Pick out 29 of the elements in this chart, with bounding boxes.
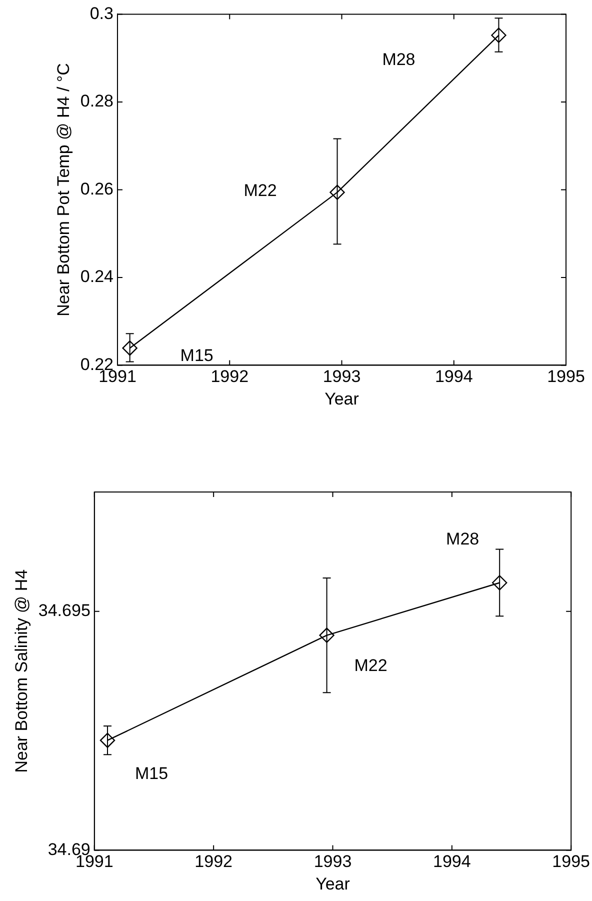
y-tick-label: 34.695 [38,601,90,620]
annotation: M15 [180,346,214,365]
point [319,628,334,643]
annotation: M15 [134,764,168,784]
x-axis-title: Year [316,874,350,894]
y-axis-title: Near Bottom Salinity @ H4 [12,569,31,773]
x-tick-label: 1995 [547,367,585,386]
x-tick-label: 1993 [322,367,361,386]
y-tick-label: 0.3 [90,4,114,23]
y-tick-label: 0.24 [80,267,114,286]
point [492,575,508,590]
y-tick-label: 0.26 [80,179,114,198]
point [100,732,116,748]
x-tick-label: 1992 [210,367,249,386]
annotation: M22 [354,656,388,675]
annotation: M28 [446,529,480,548]
x-tick-label: 1993 [314,852,352,872]
y-axis-title: Near Bottom Pot Temp @ H4 / °C [54,63,73,316]
x-tick-label: 1994 [434,367,473,386]
annotation: M22 [244,181,277,200]
x-tick-label: 1995 [552,852,590,872]
point [122,340,138,356]
point [491,28,506,43]
y-tick-label: 0.28 [80,92,114,111]
x-tick-label: 1994 [433,852,471,872]
x-tick-label: 1992 [194,852,232,872]
annotation: M28 [382,50,416,69]
x-axis-title: Year [324,389,360,408]
point [330,184,345,200]
